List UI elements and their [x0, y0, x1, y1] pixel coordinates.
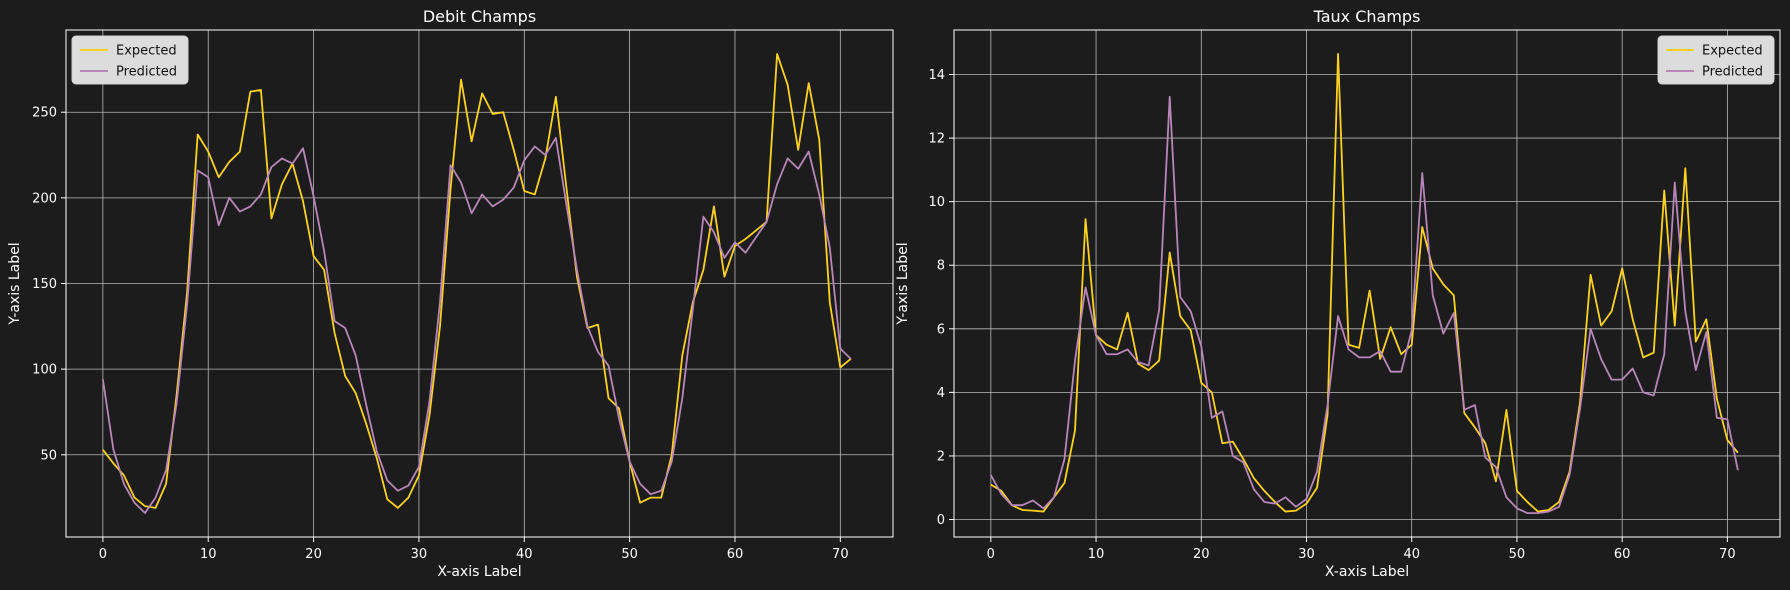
x-axis-label: X-axis Label: [437, 564, 521, 580]
y-tick-label: 12: [928, 132, 945, 147]
y-tick-label: 200: [32, 191, 57, 206]
chart-panel-2: 0 10 20 30 40 50 60 70 0 2 4 6 8 10 12 14 Taux Champs X-a…: [895, 7, 1781, 580]
legend: Expected Predicted: [1657, 35, 1775, 85]
series-line-expected: [990, 52, 1739, 513]
series-line-predicted: [990, 95, 1739, 515]
x-tick-label: 60: [727, 547, 744, 562]
y-axis-label: Y-axis Label: [7, 242, 23, 325]
y-tick-label: 0: [937, 513, 945, 528]
legend-label-expected: Expected: [1702, 44, 1763, 59]
y-tick-label: 2: [937, 449, 945, 464]
legend: Expected Predicted: [71, 35, 189, 85]
y-tick-label: 250: [32, 106, 57, 121]
x-tick-label: 0: [99, 547, 107, 562]
y-tick-label: 6: [937, 322, 945, 337]
y-tick-label: 4: [937, 386, 945, 401]
series-line-predicted: [101, 137, 852, 514]
x-tick-label: 40: [1403, 547, 1420, 562]
x-tick-label: 10: [1088, 547, 1105, 562]
x-tick-label: 50: [621, 547, 638, 562]
grid-lines: [954, 30, 1780, 537]
x-axis-label: X-axis Label: [1325, 564, 1409, 580]
axes-frame: [953, 29, 1781, 538]
x-tick-label: 70: [1719, 547, 1736, 562]
legend-label-predicted: Predicted: [116, 65, 177, 80]
chart-title: Debit Champs: [423, 7, 536, 26]
x-tick-label: 30: [411, 547, 428, 562]
chart-title: Taux Champs: [1313, 7, 1421, 26]
legend-label-predicted: Predicted: [1702, 65, 1763, 80]
x-tick-label: 20: [1193, 547, 1210, 562]
y-tick-label: 14: [928, 68, 945, 83]
legend-label-expected: Expected: [116, 44, 177, 59]
x-tick-label: 50: [1509, 547, 1526, 562]
y-tick-label: 8: [937, 259, 945, 274]
y-tick-label: 10: [928, 195, 945, 210]
x-tick-label: 30: [1298, 547, 1315, 562]
x-tick-label: 10: [200, 547, 217, 562]
y-axis-label: Y-axis Label: [895, 242, 911, 325]
x-tick-label: 0: [987, 547, 995, 562]
y-tick-label: 100: [32, 363, 57, 378]
y-tick-label: 50: [40, 448, 57, 463]
series-line-expected: [102, 53, 852, 509]
x-tick-label: 60: [1614, 547, 1631, 562]
y-tick-label: 150: [32, 277, 57, 292]
x-tick-label: 40: [516, 547, 533, 562]
x-tick-label: 70: [832, 547, 849, 562]
chart-panel-1: 0 10 20 30 40 50 60 70 50 100 150 200 250 Debit Champ…: [7, 7, 894, 580]
plot-area: [954, 30, 1780, 537]
x-tick-label: 20: [305, 547, 322, 562]
